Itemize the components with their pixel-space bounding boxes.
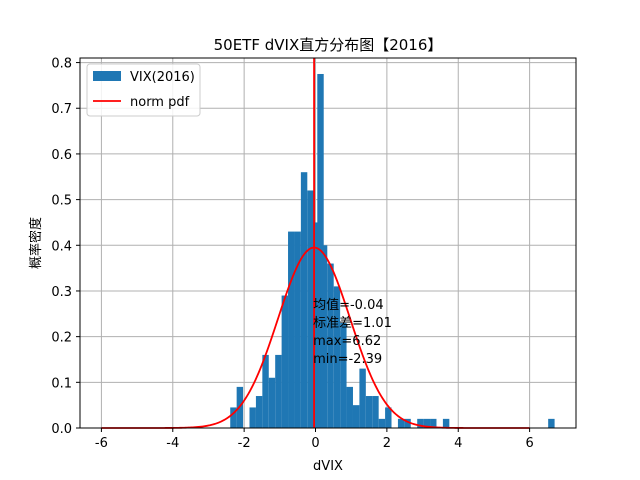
- x-axis-label: dVIX: [313, 459, 343, 474]
- legend-line-label: norm pdf: [130, 95, 190, 110]
- histogram-bar: [294, 231, 301, 428]
- histogram-bar: [313, 222, 321, 428]
- x-tick-label: -4: [166, 436, 179, 451]
- histogram-bar: [385, 407, 392, 428]
- stat-annotations: 均值=-0.04 标准差=1.01 max=6.62 min=-2.39: [313, 297, 392, 367]
- y-tick-label: 0.0: [51, 422, 72, 437]
- x-tick-label: -6: [95, 436, 108, 451]
- histogram-bar: [255, 396, 263, 428]
- x-tick-label: 4: [454, 436, 462, 451]
- histogram-bar: [288, 231, 295, 428]
- stat-annotation: max=6.62: [313, 334, 381, 349]
- histogram-bar: [442, 418, 450, 428]
- histogram-bar: [281, 295, 289, 428]
- y-tick-label: 0.1: [51, 376, 72, 391]
- y-axis-label: 概率密度: [28, 217, 44, 269]
- histogram-bar: [268, 377, 276, 428]
- histogram-bar: [378, 418, 386, 428]
- histogram-bar: [404, 418, 411, 428]
- histogram-bar: [340, 322, 347, 428]
- histogram-bar: [327, 263, 334, 428]
- histogram-bar: [423, 418, 431, 428]
- y-tick-label: 0.4: [51, 239, 72, 254]
- x-tick-label: 0: [311, 436, 319, 451]
- histogram-bar: [352, 405, 360, 428]
- histogram-bar: [417, 418, 424, 428]
- histogram-bar: [275, 354, 282, 428]
- histogram-bar: [249, 407, 256, 428]
- x-tick-label: -2: [238, 436, 251, 451]
- histogram-bar: [333, 286, 341, 428]
- y-tick-label: 0.2: [51, 331, 72, 346]
- histogram-bar: [365, 396, 373, 428]
- y-tick-label: 0.5: [51, 194, 72, 209]
- x-tick-label: 6: [525, 436, 533, 451]
- stat-annotation: 标准差=1.01: [313, 316, 392, 331]
- histogram-bar: [300, 172, 308, 428]
- histogram-bar: [548, 418, 555, 428]
- y-tick-label: 0.3: [51, 285, 72, 300]
- legend: VIX(2016) norm pdf: [86, 63, 201, 117]
- histogram-bar: [372, 396, 379, 428]
- stat-annotation: 均值=-0.04: [313, 297, 384, 313]
- legend-bar-label: VIX(2016): [130, 70, 195, 85]
- chart-title: 50ETF dVIX直方分布图【2016】: [214, 36, 443, 54]
- histogram-bar: [320, 245, 328, 428]
- histogram-bar: [230, 407, 237, 428]
- histogram-bar: [346, 386, 353, 428]
- histogram-bar: [359, 368, 366, 428]
- stat-annotation: min=-2.39: [313, 352, 382, 367]
- histogram-bar: [307, 190, 314, 428]
- histogram-bar: [262, 354, 269, 428]
- y-tick-label: 0.7: [51, 102, 72, 117]
- axis-ticks: -6 -4 -2 0 2 4 6 0.0 0.1 0.2 0.3 0.4 0.5 0.6 0.7 0.8: [51, 57, 533, 451]
- legend-bar-swatch: [93, 71, 121, 81]
- histogram-bar: [430, 418, 437, 428]
- histogram-bar: [397, 418, 405, 428]
- x-tick-label: 2: [383, 436, 391, 451]
- y-tick-label: 0.6: [51, 148, 72, 163]
- plot-frame: [79, 57, 577, 429]
- y-tick-label: 0.8: [51, 57, 72, 72]
